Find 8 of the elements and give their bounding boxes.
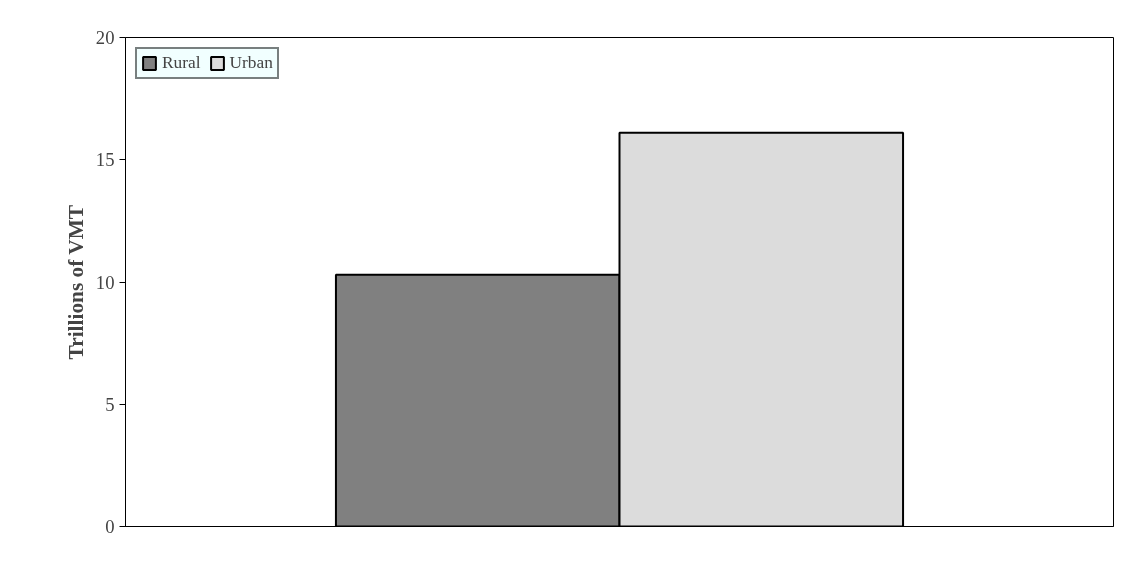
y-tick-label: 20 [95, 27, 115, 48]
legend-label: Rural [162, 53, 201, 73]
y-tick-label: 15 [95, 149, 115, 171]
y-tick-label: 0 [105, 516, 115, 537]
y-axis-title: Trillions of VMT [63, 204, 88, 360]
legend-label: Urban [229, 53, 273, 73]
y-tick-label: 5 [105, 393, 115, 415]
y-tick-label: 10 [95, 271, 115, 293]
